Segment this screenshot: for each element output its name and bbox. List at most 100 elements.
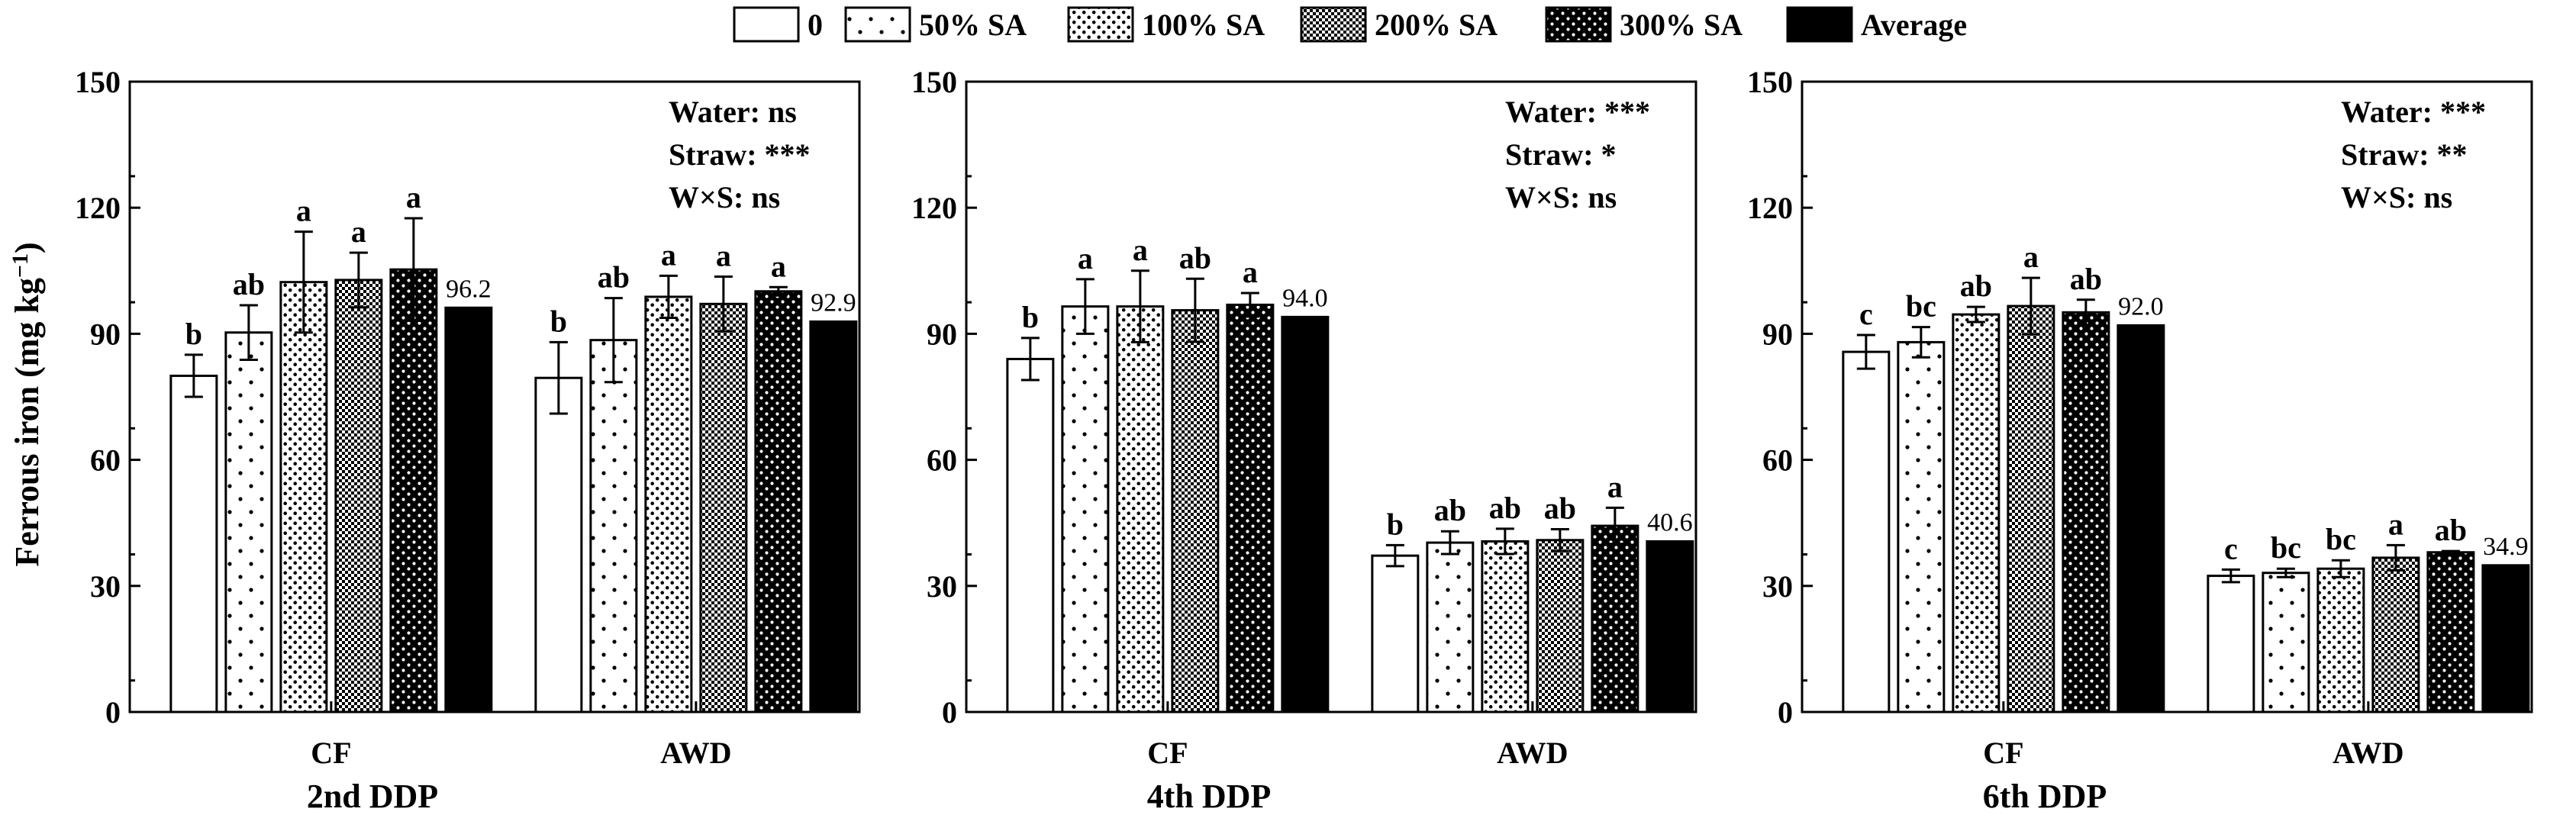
bar-0 [2207,575,2255,714]
legend-item-100: 100% SA [1067,6,1265,43]
bar-50 [224,331,273,714]
legend-swatch-0 [733,6,800,43]
bar-0 [1842,350,1891,714]
legend-item-300: 300% SA [1545,6,1743,43]
average-label: 92.0 [2118,292,2164,321]
bar-group-cf: bab a a a 96.2 [169,180,493,714]
stats-annotation: W×S: ns [1505,180,1617,214]
y-tick-label: 0 [1778,695,1793,730]
panel-title: 4th DDP [1147,778,1272,815]
bar-200 [699,302,748,714]
bar-100 [2316,567,2365,714]
bar-300 [2062,311,2110,714]
stats-annotation: W×S: ns [2341,180,2452,214]
bar-200 [1171,309,1220,714]
legend-item-200: 200% SA [1300,6,1498,43]
x-category-label: AWD [2333,736,2404,770]
x-category-label: CF [1147,736,1188,770]
significance-letter: a [1607,469,1623,504]
bar-200 [2007,304,2055,714]
x-category-label: CF [1983,736,2023,770]
y-tick-label: 30 [927,569,957,604]
legend-swatch-50 [844,6,911,43]
bar-300 [1226,303,1275,714]
y-tick-label: 60 [927,443,957,478]
significance-letter: ab [1544,491,1576,525]
significance-letter: bc [1906,289,1936,324]
y-axis-label: Ferrous iron (mg kg−1) [8,242,46,566]
bar-200 [1536,539,1585,714]
significance-letter: a [1133,233,1148,267]
significance-letter: ab [2070,262,2102,296]
bar-300 [2426,551,2475,714]
bar-average [1281,315,1330,714]
bar-100 [644,295,693,714]
significance-letter: a [406,180,421,214]
legend-label-100: 100% SA [1142,8,1265,42]
bar-average [444,306,493,714]
y-tick-label: 0 [105,695,121,730]
bar-average [2117,324,2165,714]
stats-annotation: W×S: ns [669,180,780,214]
y-tick-label: 90 [90,317,121,351]
stats-annotation: Straw: ** [2341,137,2468,172]
legend-swatch-300 [1545,6,1612,43]
significance-letter: ab [1434,493,1466,527]
bar-100 [279,281,328,714]
legend-label-300: 300% SA [1620,8,1743,42]
stats-annotation: Straw: * [1505,137,1617,172]
y-tick-label: 30 [1762,569,1793,604]
legend-swatch-average [1786,6,1853,43]
y-tick-label: 120 [911,191,957,225]
y-axis-label-main: Ferrous iron (mg kg [8,278,46,566]
significance-letter: ab [1960,269,1992,303]
y-axis-label-end: ) [8,242,46,253]
bar-50 [589,339,638,714]
significance-letter: b [550,304,567,338]
significance-letter: a [1243,255,1258,289]
x-category-label: CF [311,736,351,770]
bar-average [809,320,858,714]
x-category-label: AWD [660,736,731,770]
stats-annotation: Water: *** [2341,95,2486,129]
bar-300 [389,268,438,714]
significance-letter: a [1078,241,1093,275]
significance-letter: ab [2435,513,2467,547]
significance-letter: a [771,249,786,283]
bar-group-cf: ba a ab a94.0 [1006,233,1330,714]
legend: 0 50% SA 100% SA 200% SA 300% SA Average [733,6,1967,43]
panel-title: 2nd DDP [307,778,438,815]
average-label: 34.9 [2483,533,2529,561]
significance-letter: ab [1179,240,1211,275]
x-category-label: AWD [1497,736,1568,770]
average-label: 94.0 [1282,284,1328,312]
bar-0 [1371,554,1420,714]
bar-group-awd: c bc bc a ab 34.9 [2207,507,2530,714]
bar-100 [1116,305,1165,714]
significance-letter: c [2224,531,2238,565]
y-tick-label: 120 [75,191,121,225]
bar-0 [534,376,583,714]
average-label: 40.6 [1647,508,1693,536]
bar-200 [2371,556,2420,714]
bar-50 [2262,572,2310,714]
plot-frame [128,80,861,714]
bar-100 [1952,313,2001,714]
bar-50 [1426,541,1475,714]
legend-item-50: 50% SA [844,6,1027,43]
stats-annotation: Straw: *** [669,137,811,172]
significance-letter: a [351,214,366,249]
significance-letter: bc [2271,530,2301,565]
bar-300 [1591,524,1639,714]
panel-title: 6th DDP [1983,778,2107,815]
average-label: 92.9 [811,288,856,317]
y-tick-label: 150 [911,65,957,99]
y-tick-label: 150 [1747,65,1793,99]
legend-label-average: Average [1861,8,1967,42]
